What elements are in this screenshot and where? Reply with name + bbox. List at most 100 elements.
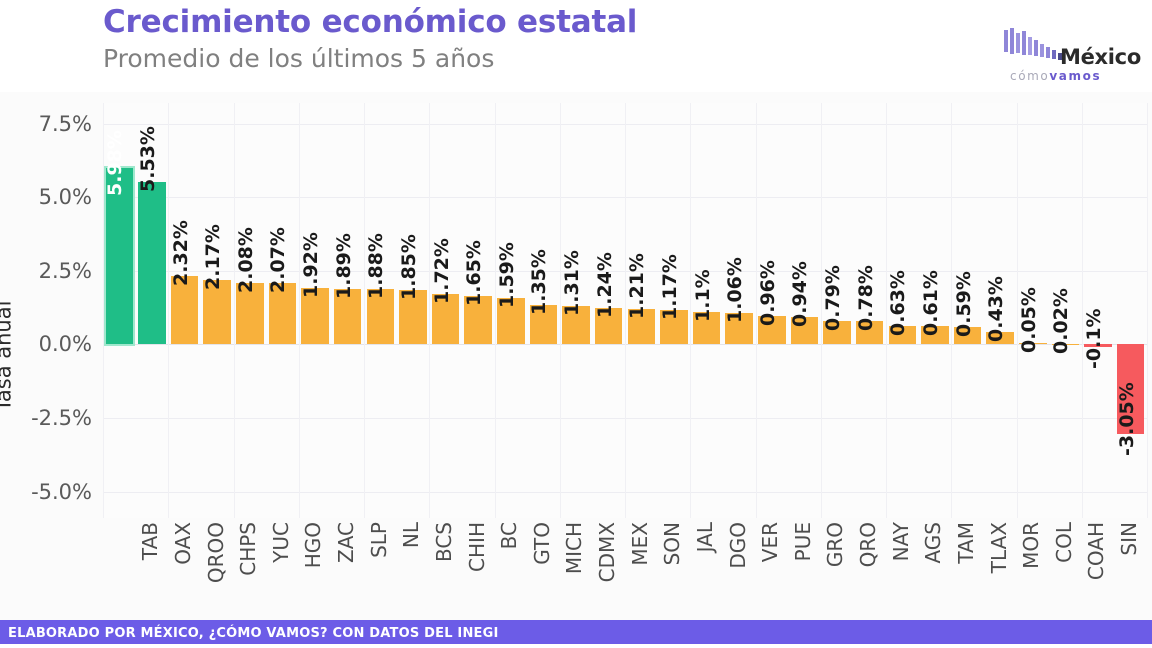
bar[interactable] [725,313,753,345]
bar[interactable] [888,325,916,345]
descending-bars-icon [1004,28,1062,60]
gridline [886,103,887,518]
bar-slot[interactable]: -3.05% [1114,103,1147,518]
x-axis-tick-label: CHIH [464,522,489,572]
bar-slot[interactable]: 1.1% [690,103,723,518]
bar-slot[interactable]: 2.08% [234,103,267,518]
bar[interactable] [562,305,590,345]
x-axis-tick-label: NL [399,522,424,549]
bar[interactable] [333,288,362,345]
x-axis-tick-label: MOR [1019,522,1044,569]
x-axis-tick-label: CHPS [236,522,261,576]
bar[interactable] [203,280,231,345]
bar-slot[interactable]: 0.59% [951,103,984,518]
gridline [1147,103,1148,518]
y-axis-tick-label: 5.0% [38,185,92,210]
bar[interactable] [790,316,819,345]
bar[interactable] [529,304,558,345]
bar-slot[interactable]: 1.24% [592,103,625,518]
bar[interactable] [103,166,136,347]
gridline [233,103,235,518]
gridline [690,103,692,518]
bar-slot[interactable]: 1.35% [527,103,560,518]
bar[interactable] [301,287,329,345]
bar-value-label: 0.78% [854,265,877,332]
bar-slot[interactable]: 1.17% [658,103,691,518]
bar-value-label: 1.1% [691,269,714,322]
bar-value-label: 1.88% [365,233,388,299]
bar[interactable] [986,331,1014,345]
bar[interactable] [660,309,688,345]
x-axis-tick-label: GRO [823,522,848,568]
bar[interactable] [692,311,721,345]
bar-slot[interactable]: 1.92% [299,103,332,518]
bar[interactable] [366,289,394,345]
gridline [364,103,365,518]
x-axis-tick-label: TAM [953,522,978,564]
bar[interactable] [170,276,199,345]
bar-slot[interactable]: 5.53% [136,103,169,518]
x-axis-tick-label: PUE [790,522,815,562]
bar[interactable] [921,326,949,345]
bar-slot[interactable]: 0.63% [886,103,919,518]
bar[interactable] [1084,344,1112,348]
bar-value-label: 0.59% [952,271,975,337]
bar[interactable] [823,321,851,345]
bar-slot[interactable]: 0.05% [1017,103,1050,518]
bar-slot[interactable]: 1.06% [723,103,756,518]
x-axis-tick-label: OAX [170,522,195,565]
bar[interactable] [594,307,623,345]
bar-slot[interactable]: 0.94% [788,103,821,518]
bar-slot[interactable]: 0.61% [919,103,952,518]
x-axis-tick-label: QROO [203,522,228,584]
x-axis-tick-label: MEX [627,522,652,566]
bar-value-label: 0.43% [985,275,1008,342]
bar-slot[interactable]: 1.21% [625,103,658,518]
bar-slot[interactable]: 1.59% [495,103,528,518]
bar[interactable] [236,283,264,345]
bar[interactable] [1019,342,1047,345]
bar-slot[interactable]: 0.96% [756,103,789,518]
bar-slot[interactable]: 1.88% [364,103,397,518]
bar[interactable] [399,289,427,345]
bar-slot[interactable]: 1.85% [397,103,430,518]
bar-slot[interactable]: 0.02% [1049,103,1082,518]
bar-slot[interactable]: 2.07% [266,103,299,518]
footer-bottom-strip [0,644,1152,648]
bar[interactable] [268,283,297,345]
bar[interactable] [627,308,655,345]
y-axis-tick-label: 0.0% [38,332,92,357]
bar-slot[interactable]: 1.72% [429,103,462,518]
bar-slot[interactable]: 0.78% [853,103,886,518]
x-axis-tick-label: SON [660,522,685,566]
x-axis-tick-label: JAL [692,522,717,553]
y-axis-label: Tasa anual [0,300,16,412]
bar[interactable] [758,316,786,345]
bar-slot[interactable]: 1.89% [331,103,364,518]
x-axis-tick-label: COL [1051,522,1076,563]
bar-slot[interactable]: 0.79% [821,103,854,518]
bar-slot[interactable]: 2.17% [201,103,234,518]
x-axis-tick-label: VER [758,522,783,563]
x-axis-tick-label: TLAX [986,522,1011,574]
bar[interactable] [431,293,460,345]
bar-value-label: 1.72% [430,237,453,304]
bar-slot[interactable]: 2.32% [168,103,201,518]
bar[interactable] [464,295,492,345]
logo-tagline: cómovamos [1010,69,1101,83]
bar-slot[interactable]: 5.98% [103,103,136,518]
bar[interactable] [855,321,884,345]
bar[interactable] [953,326,982,345]
bar[interactable] [138,181,166,345]
bar[interactable] [1116,344,1145,435]
bar-slot[interactable]: 1.65% [462,103,495,518]
page-title: Crecimiento económico estatal [103,4,638,40]
bar-slot[interactable]: 1.31% [560,103,593,518]
bar-value-label: 1.85% [397,233,420,300]
x-axis-tick-label: YUC [268,522,293,563]
bar-slot[interactable]: -0.1% [1082,103,1115,518]
bar-slot[interactable]: 0.43% [984,103,1017,518]
bar[interactable] [497,297,525,345]
bar[interactable] [1051,343,1080,346]
logo-tagline-light: cómo [1010,69,1050,83]
